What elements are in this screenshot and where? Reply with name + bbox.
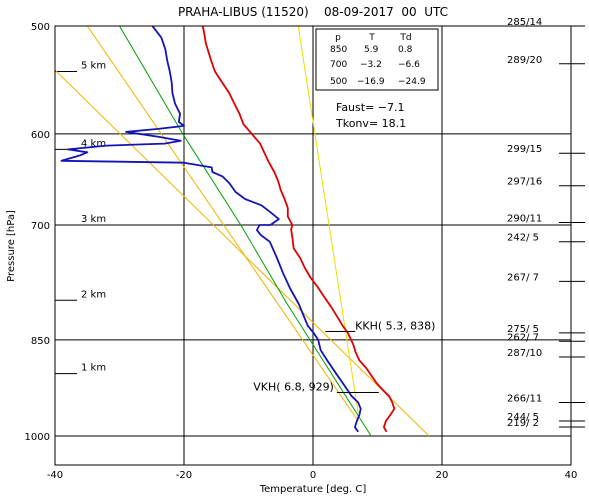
height-label: 4 km	[81, 138, 106, 149]
info-cell: −16.9	[357, 77, 385, 87]
height-markers: 5 km 4 km 3 km 2 km 1 km	[55, 61, 106, 375]
series-moist-adiabat	[119, 26, 372, 437]
info-header-td: Td	[399, 33, 411, 43]
series-dew-point	[60, 26, 362, 433]
series-dry-adiabat-2	[86, 26, 359, 422]
x-tick-label: 40	[565, 470, 578, 481]
info-cell: 700	[330, 60, 347, 70]
x-axis-label: Temperature [deg. C]	[259, 484, 367, 495]
wind-label: 266/11	[507, 394, 542, 405]
series-layer	[55, 26, 430, 437]
y-tick-label: 600	[31, 130, 50, 141]
series-dry-adiabat-1	[55, 69, 430, 437]
height-label: 1 km	[81, 363, 106, 374]
info-table: p T Td 850 5.9 0.8 700 −3.2 −6.6 500 −16…	[330, 33, 426, 87]
tkonv-index: Tkonv= 18.1	[335, 117, 406, 130]
wind-label: 299/15	[507, 144, 542, 155]
info-box	[315, 28, 439, 91]
info-cell: 850	[330, 45, 347, 55]
wind-label: 289/20	[507, 55, 542, 66]
y-tick-label: 850	[31, 336, 50, 347]
wind-labels: 285/14 289/20 299/15 297/16 290/11 242/ 5 267/…	[507, 17, 585, 429]
faust-index: Faust= −7.1	[336, 101, 405, 114]
info-header-p: p	[335, 33, 341, 43]
wind-label: 290/11	[507, 213, 542, 224]
wind-label: 285/14	[507, 17, 542, 28]
plot-frame	[54, 25, 572, 466]
wind-label: 275/ 5	[507, 324, 539, 335]
info-header-t: T	[368, 33, 375, 43]
info-cell: 0.8	[398, 45, 413, 55]
info-cell: −6.6	[398, 60, 420, 70]
y-tick-label: 700	[31, 221, 50, 232]
height-label: 5 km	[81, 61, 106, 72]
axis-ticks: -40 -20 0 20 40 500 600 700 850 1000	[25, 22, 578, 481]
wind-label: 262/ 7	[507, 332, 539, 343]
y-tick-label: 1000	[25, 432, 50, 443]
y-axis-label: Pressure [hPa]	[6, 210, 17, 282]
annotation-label: KKH( 5.3, 838)	[355, 319, 435, 332]
chart-title: PRAHA-LIBUS (11520) 08-09-2017 00 UTC	[178, 5, 448, 19]
wind-label: 287/10	[507, 348, 542, 359]
info-cell: −24.9	[398, 77, 426, 87]
wind-label: 219/ 2	[507, 418, 539, 429]
height-label: 2 km	[81, 289, 106, 300]
info-cell: 5.9	[364, 45, 379, 55]
x-tick-label: 0	[310, 470, 316, 481]
height-label: 3 km	[81, 214, 106, 225]
info-cell: −3.2	[360, 60, 382, 70]
wind-label: 267/ 7	[507, 272, 539, 283]
info-cell: 500	[330, 77, 347, 87]
x-tick-label: -20	[176, 470, 192, 481]
y-tick-label: 500	[31, 22, 50, 33]
wind-label: 244/ 5	[507, 412, 539, 423]
x-tick-label: 20	[436, 470, 449, 481]
series-mixing-ratio	[297, 26, 359, 414]
wind-label: 242/ 5	[507, 233, 539, 244]
x-tick-label: -40	[47, 470, 63, 481]
series-temperature	[201, 26, 396, 433]
annotation-label: VKH( 6.8, 929)	[253, 380, 334, 393]
level-annotations: KKH( 5.3, 838) VKH( 6.8, 929)	[253, 319, 435, 393]
wind-label: 297/16	[507, 177, 542, 188]
